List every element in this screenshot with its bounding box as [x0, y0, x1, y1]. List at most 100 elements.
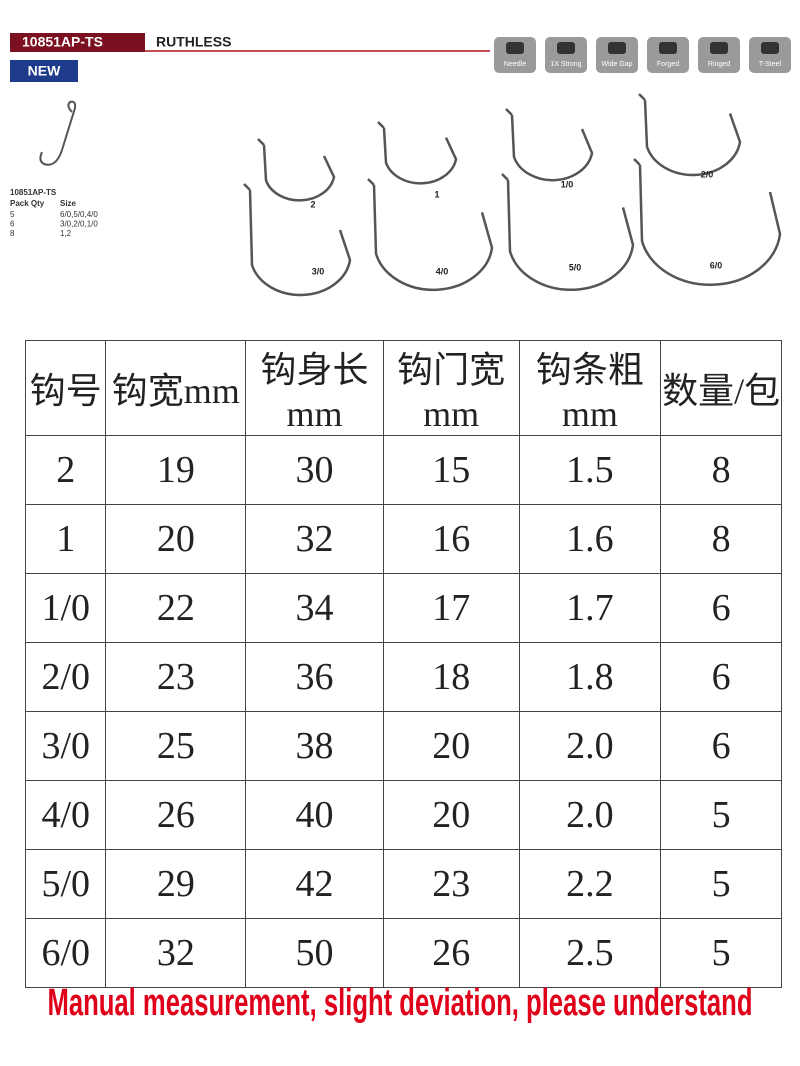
column-header: 钩条粗mm	[518, 340, 662, 436]
pack-qty-header: Pack Qty	[10, 199, 45, 208]
hook-size-label: 1	[434, 189, 439, 199]
hook-drawing	[377, 121, 458, 185]
hook-drawing	[243, 183, 352, 297]
pack-info: 10851AP-TS Pack Qty Size 5 6/0,5/0,4/0 6 3/…	[10, 188, 98, 238]
hook-size-label: 6/0	[710, 260, 723, 270]
table-row: 4/0 26 40 20 2.0 5	[24, 780, 782, 850]
table-cell: 2.0	[518, 711, 662, 781]
table-cell: 26	[382, 918, 520, 988]
table-cell: 6	[660, 711, 782, 781]
table-cell: 18	[382, 642, 520, 712]
table-cell: 26	[105, 780, 247, 850]
icon-box	[545, 37, 587, 73]
footer: Manual measurement, slight deviation, pl…	[48, 982, 753, 1024]
table-cell: 2.5	[518, 918, 662, 988]
icon-box	[749, 37, 791, 73]
table-cell: 5	[660, 780, 782, 850]
hook-size-label: 2	[310, 199, 315, 209]
hook-drawing	[638, 93, 742, 177]
table-cell: 20	[382, 711, 520, 781]
table-cell: 34	[245, 573, 384, 643]
new-label: NEW	[28, 63, 61, 79]
hook-size-label: 5/0	[569, 262, 582, 272]
table-cell: 6	[660, 642, 782, 712]
table-cell: 40	[245, 780, 384, 850]
header-graphics: 10851AP-TS RUTHLESS NEW Needle 1X Strong W…	[10, 33, 791, 297]
icon-label: Wide Gap	[601, 61, 632, 68]
column-header: 钩身长mm	[245, 340, 384, 436]
table-cell: 2.2	[518, 849, 662, 919]
table-row: 2/0 23 36 18 1.8 6	[24, 642, 782, 712]
small-hook	[39, 100, 77, 166]
table-row: 2 19 30 15 1.5 8	[24, 435, 782, 505]
table-cell: 15	[382, 435, 520, 505]
table-cell: 1.8	[518, 642, 662, 712]
hook-size-label: 4/0	[436, 266, 449, 276]
table-row: 1 20 32 16 1.6 8	[24, 504, 782, 574]
icon-label: T-Steel	[759, 61, 782, 68]
new-badge	[10, 60, 78, 82]
table-cell: 2.0	[518, 780, 662, 850]
pack-cell: 6/0,5/0,4/0	[60, 210, 98, 219]
table-cell: 6/0	[24, 918, 107, 988]
column-header: 钩门宽mm	[382, 340, 520, 436]
icon-label: Ringed	[708, 61, 730, 68]
icon-box	[647, 37, 689, 73]
table-cell: 29	[105, 849, 247, 919]
table-cell: 8	[660, 435, 782, 505]
icon-box	[698, 37, 740, 73]
hook-drawing	[501, 173, 635, 292]
table-cell: 20	[382, 780, 520, 850]
product-name: RUTHLESS	[156, 34, 231, 50]
column-header: 钩宽mm	[105, 340, 247, 436]
hook-drawing	[505, 108, 594, 182]
icon-glyph	[506, 42, 524, 54]
table-cell: 8	[660, 504, 782, 574]
table-cell: 3/0	[24, 711, 107, 781]
table-cell: 42	[245, 849, 384, 919]
table-row: 5/0 29 42 23 2.2 5	[24, 849, 782, 919]
table-row: 3/0 25 38 20 2.0 6	[24, 711, 782, 781]
pack-cell: 6	[10, 220, 15, 229]
table-cell: 2	[24, 435, 107, 505]
table-cell: 5	[660, 849, 782, 919]
hook-drawing	[633, 158, 782, 287]
icon-label: Forged	[657, 61, 679, 68]
icon-glyph	[659, 42, 677, 54]
table-cell: 5/0	[24, 849, 107, 919]
table-cell: 23	[382, 849, 520, 919]
icon-box	[596, 37, 638, 73]
table-cell: 22	[105, 573, 247, 643]
table-cell: 25	[105, 711, 247, 781]
pack-cell: 8	[10, 229, 15, 238]
pack-cell: 3/0,2/0,1/0	[60, 220, 98, 229]
table-cell: 36	[245, 642, 384, 712]
table-cell: 32	[245, 504, 384, 574]
column-header: 数量/包	[660, 340, 782, 436]
icon-glyph	[710, 42, 728, 54]
hook-drawing	[367, 178, 494, 292]
table-cell: 5	[660, 918, 782, 988]
pack-cell: 5	[10, 210, 15, 219]
table-cell: 2/0	[24, 642, 107, 712]
model-badge	[10, 33, 145, 52]
icon-glyph	[608, 42, 626, 54]
pack-size-header: Size	[60, 199, 77, 208]
icon-glyph	[761, 42, 779, 54]
column-header: 钩号	[24, 340, 107, 436]
table-cell: 23	[105, 642, 247, 712]
table-cell: 16	[382, 504, 520, 574]
footer-note: Manual measurement, slight deviation, pl…	[48, 982, 753, 1024]
pack-cell: 1,2	[60, 229, 72, 238]
model: 10851AP-TS	[22, 34, 103, 50]
table-cell: 6	[660, 573, 782, 643]
table-cell: 50	[245, 918, 384, 988]
table-cell: 1.6	[518, 504, 662, 574]
hook-size-label: 1/0	[561, 179, 574, 189]
spec-table: 钩号 钩宽mm 钩身长mm 钩门宽mm 钩条粗mm 数量/包 2 19 30 15 1.5 8 1 20…	[24, 340, 782, 988]
icon-box	[494, 37, 536, 73]
table-cell: 4/0	[24, 780, 107, 850]
table-cell: 17	[382, 573, 520, 643]
hook-size-label: 2/0	[701, 169, 714, 179]
